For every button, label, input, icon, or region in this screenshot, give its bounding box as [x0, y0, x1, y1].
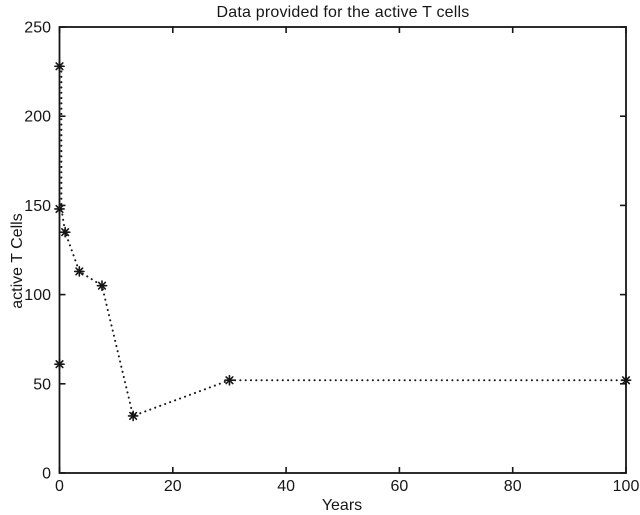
marker-stroke [55, 204, 64, 214]
marker-stroke [225, 376, 234, 385]
data-point-marker [54, 203, 65, 215]
chart-title: Data provided for the active T cells [217, 4, 470, 21]
data-point-marker [620, 374, 632, 386]
y-tick-label: 150 [24, 198, 51, 215]
plot-area: 0 20 40 60 80 100 0 50 100 150 200 250 [24, 20, 639, 496]
marker-stroke [55, 62, 64, 71]
data-point-marker [96, 280, 108, 292]
x-tick-label: 80 [504, 478, 522, 495]
marker-stroke [621, 376, 631, 385]
marker-stroke [97, 281, 107, 290]
marker-stroke [129, 411, 138, 421]
data-point-marker [224, 374, 235, 386]
data-point-marker [54, 60, 65, 72]
y-tick-label: 200 [24, 109, 51, 126]
x-tick-label: 100 [613, 478, 640, 495]
data-series-line [60, 65, 627, 418]
y-axis-label: active T Cells [9, 213, 26, 308]
y-tick-label: 50 [33, 376, 51, 393]
y-tick-label: 100 [24, 287, 51, 304]
x-tick-label: 20 [164, 478, 182, 495]
x-axis-label: Years [322, 497, 362, 514]
x-tick-label: 60 [391, 478, 409, 495]
data-point-marker [54, 358, 65, 370]
data-point-marker [127, 410, 139, 422]
y-tick-label: 0 [42, 466, 51, 483]
marker-stroke [61, 228, 70, 237]
x-tick-label: 0 [55, 478, 64, 495]
data-point-marker [73, 266, 85, 277]
plot-frame [58, 26, 627, 474]
y-tick-label: 250 [24, 20, 51, 37]
marker-stroke [75, 267, 84, 276]
marker-stroke [55, 360, 64, 369]
x-tick-label: 40 [277, 478, 295, 495]
data-point-marker [59, 226, 71, 238]
